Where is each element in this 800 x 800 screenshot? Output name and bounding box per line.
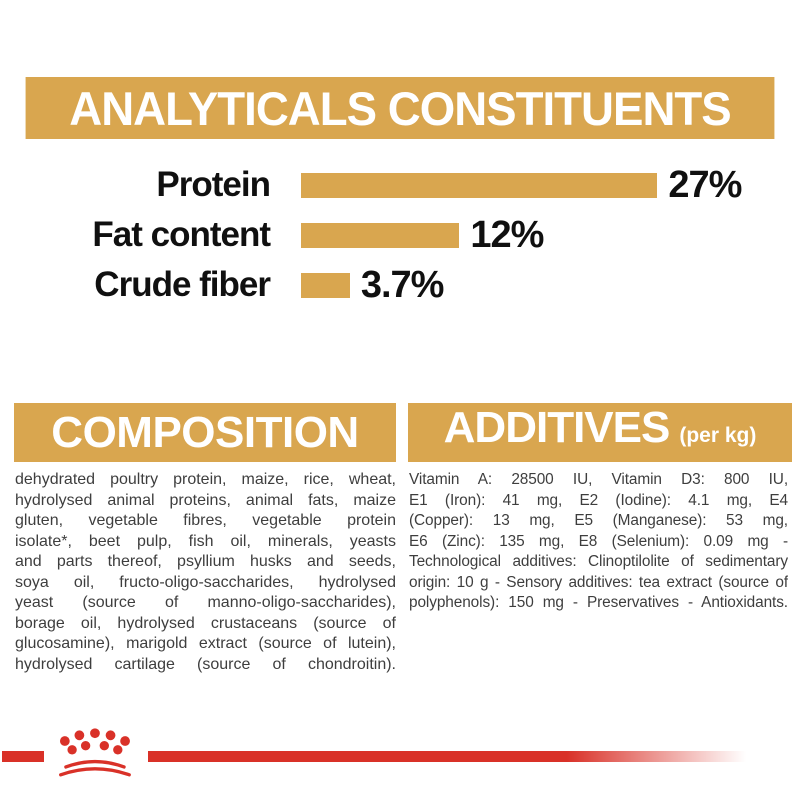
composition-line: dehydrated poultry protein, maize, rice,… bbox=[15, 471, 396, 488]
fat-content-bar bbox=[301, 222, 460, 248]
additives-line: polyphenols): 150 mg - Preservatives - A… bbox=[409, 594, 788, 611]
additives-line: Technological additives: Clinoptilolite … bbox=[409, 553, 788, 570]
fat-content-value-label: 12% bbox=[470, 213, 544, 256]
chart-row-crude-fiber: Crude fiber 3.7% bbox=[0, 260, 800, 310]
additives-line: E6 (Zinc): 135 mg, E8 (Selenium): 0.09 m… bbox=[409, 532, 788, 550]
crude-fiber-bar bbox=[301, 272, 350, 298]
protein-value-label: 27% bbox=[668, 163, 742, 206]
additives-line: E1 (Iron): 41 mg, E2 (Iodine): 4.1 mg, E… bbox=[409, 491, 788, 509]
chart-category-label: Fat content bbox=[92, 215, 271, 254]
composition-header: COMPOSITION bbox=[14, 403, 396, 462]
composition-line: hydrolysed cartilage (source of chondroi… bbox=[15, 655, 396, 673]
composition-line: soya oil, fructo-oligo-saccharides, hydr… bbox=[15, 573, 396, 591]
composition-line: yeast (source of manno-oligo-saccharides… bbox=[15, 594, 396, 611]
composition-line: glucosamine), marigold extract (source o… bbox=[15, 635, 396, 652]
additives-line: origin: 10 g - Sensory additives: tea ex… bbox=[409, 573, 788, 591]
additives-title: ADDITIVES bbox=[443, 403, 671, 452]
chart-row-protein: Protein 27% bbox=[0, 160, 800, 210]
royal-canin-crown-logo-icon bbox=[59, 728, 131, 777]
additives-line: Vitamin A: 28500 IU, Vitamin D3: 800 IU, bbox=[409, 471, 788, 488]
composition-line: hydrolysed animal proteins, animal fats,… bbox=[15, 491, 396, 509]
composition-line: and parts thereof, psyllium husks and se… bbox=[15, 553, 396, 570]
crude-fiber-value-label: 3.7% bbox=[360, 263, 445, 306]
composition-body-text: dehydrated poultry protein, maize, rice,… bbox=[15, 470, 396, 675]
analytical-constituents-chart: Protein 27% Fat content 12% Crude fiber … bbox=[0, 160, 800, 310]
brand-band-left-segment bbox=[2, 751, 44, 762]
composition-line: borage oil, hydrolysed crustaceans (sour… bbox=[15, 614, 396, 632]
additives-body-text: Vitamin A: 28500 IU, Vitamin D3: 800 IU,… bbox=[409, 470, 788, 614]
protein-bar bbox=[301, 172, 658, 198]
additives-header: ADDITIVES (per kg) bbox=[408, 403, 792, 462]
analyticals-constituents-title: ANALYTICALS CONSTITUENTS bbox=[69, 81, 731, 135]
chart-category-label: Crude fiber bbox=[94, 265, 271, 304]
chart-row-fat-content: Fat content 12% bbox=[0, 210, 800, 260]
composition-title: COMPOSITION bbox=[51, 407, 359, 457]
composition-line: isolate*, beet pulp, fish oil, minerals,… bbox=[15, 532, 396, 550]
brand-band-right-segment bbox=[148, 751, 746, 762]
analyticals-constituents-header: ANALYTICALS CONSTITUENTS bbox=[25, 77, 775, 139]
additives-line: (Copper): 13 mg, E5 (Manganese): 53 mg, bbox=[409, 512, 788, 529]
composition-line: gluten, vegetable fibres, vegetable prot… bbox=[15, 512, 396, 529]
chart-category-label: Protein bbox=[156, 165, 271, 204]
additives-per-kg-label: (per kg) bbox=[679, 424, 757, 447]
